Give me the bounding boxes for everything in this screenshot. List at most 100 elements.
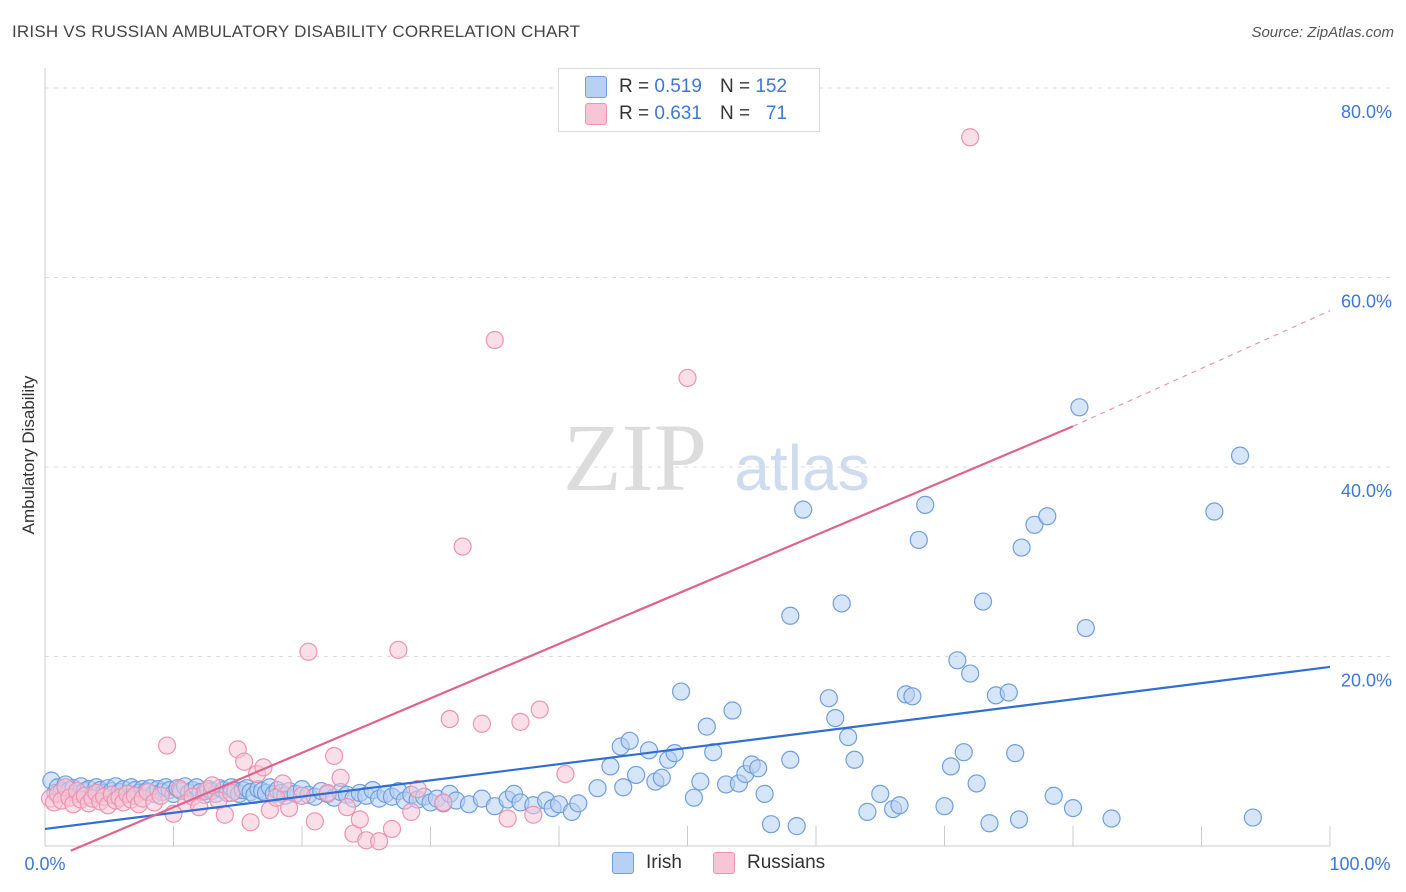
stats-legend: R = 0.519 N = 152 R = 0.631 N = 71: [558, 68, 820, 132]
russians-swatch: [585, 103, 607, 125]
irish-point: [588, 779, 607, 798]
irish-point: [909, 530, 928, 550]
russians-point: [498, 809, 517, 828]
irish-point: [1038, 507, 1057, 526]
irish-point: [1063, 798, 1083, 818]
irish-point: [684, 788, 704, 807]
irish-point: [1230, 446, 1250, 465]
russians-point: [305, 812, 324, 831]
y-axis-label: Ambulatory Disability: [19, 375, 38, 534]
watermark-zip: ZIP: [563, 404, 707, 511]
legend-irish-label: Irish: [646, 852, 682, 873]
russians-n-label: N =: [719, 103, 751, 124]
irish-point: [916, 495, 935, 514]
russians-point: [299, 642, 318, 661]
irish-point: [665, 744, 684, 763]
russians-point: [273, 774, 292, 793]
irish-point: [761, 815, 781, 834]
irish-point: [755, 784, 774, 803]
y-tick-label: 80.0%: [1341, 102, 1392, 122]
russians-point: [389, 640, 408, 659]
irish-point: [1205, 502, 1224, 521]
irish-point: [1009, 810, 1029, 829]
x-tick-label-max: 100.0%: [1329, 854, 1390, 874]
irish-point: [858, 802, 877, 821]
chart-title: IRISH VS RUSSIAN AMBULATORY DISABILITY C…: [12, 22, 581, 41]
irish-point: [948, 651, 967, 670]
points: [41, 128, 1263, 851]
russians-point: [325, 746, 344, 766]
russians-point: [524, 805, 543, 824]
irish-point: [723, 701, 742, 720]
irish-n-value: 152: [755, 76, 788, 97]
russians-point: [511, 712, 530, 731]
legend-russians-swatch: [713, 852, 735, 874]
axes: 20.0% 40.0% 60.0% 80.0% 0.0% 100.0%: [24, 68, 1392, 874]
irish-point: [967, 774, 986, 793]
irish-point: [1025, 515, 1044, 534]
irish-point: [697, 717, 716, 736]
irish-point: [749, 759, 768, 778]
russians-point: [280, 798, 299, 818]
watermark-atlas: atlas: [734, 432, 869, 504]
irish-swatch: [585, 76, 607, 98]
irish-r-label: R =: [619, 76, 650, 97]
irish-point: [1044, 786, 1063, 805]
russians-n-value: 71: [765, 103, 788, 124]
russians-point: [402, 802, 421, 821]
irish-point: [1006, 744, 1025, 763]
irish-point: [781, 750, 800, 769]
russians-point: [151, 786, 170, 805]
irish-trend-line: [44, 665, 1331, 831]
russians-point: [157, 736, 177, 755]
russians-point: [370, 832, 389, 851]
russians-point: [434, 793, 453, 812]
irish-point: [781, 606, 800, 625]
russians-point: [678, 368, 697, 388]
irish-point: [839, 727, 858, 747]
russians-point: [350, 810, 369, 829]
irish-point: [1102, 809, 1121, 828]
irish-point: [845, 750, 864, 769]
irish-point: [935, 797, 954, 816]
irish-point: [973, 592, 993, 611]
irish-point: [639, 741, 659, 760]
legend-russians-label: Russians: [747, 852, 826, 873]
irish-point: [794, 500, 813, 519]
y-tick-label: 20.0%: [1341, 671, 1392, 691]
russians-point: [235, 752, 254, 771]
irish-point: [1243, 808, 1263, 827]
russians-r-value: 0.631: [654, 103, 702, 124]
irish-point: [819, 689, 838, 708]
irish-point: [652, 768, 671, 787]
chart-source: Source: ZipAtlas.com: [1251, 24, 1394, 41]
russians-point: [440, 709, 459, 729]
stats-legend-russians: R = 0.631 N = 71: [585, 102, 787, 126]
y-tick-label: 40.0%: [1341, 481, 1392, 501]
russians-point: [472, 714, 491, 733]
russians-point: [337, 798, 357, 817]
trend-lines: [44, 310, 1331, 852]
russians-point: [556, 764, 575, 784]
irish-point: [826, 708, 845, 728]
irish-point: [941, 757, 961, 776]
russians-point: [331, 768, 350, 787]
russians-point: [453, 537, 472, 556]
russians-point: [485, 330, 504, 350]
irish-point: [787, 817, 806, 836]
irish-point: [980, 814, 999, 833]
stats-legend-irish: R = 0.519 N = 152: [585, 75, 787, 99]
irish-point: [1070, 398, 1089, 417]
russians-point: [215, 805, 234, 824]
irish-point: [671, 682, 691, 701]
irish-point: [954, 743, 973, 762]
russians-r-label: R =: [619, 103, 650, 124]
irish-point: [620, 731, 639, 750]
irish-point: [614, 778, 633, 797]
irish-point: [569, 794, 588, 813]
russians-point: [222, 783, 241, 803]
legend-irish: Irish: [612, 852, 682, 874]
irish-point: [626, 765, 646, 785]
grid: [45, 87, 1392, 657]
irish-point: [691, 772, 710, 791]
